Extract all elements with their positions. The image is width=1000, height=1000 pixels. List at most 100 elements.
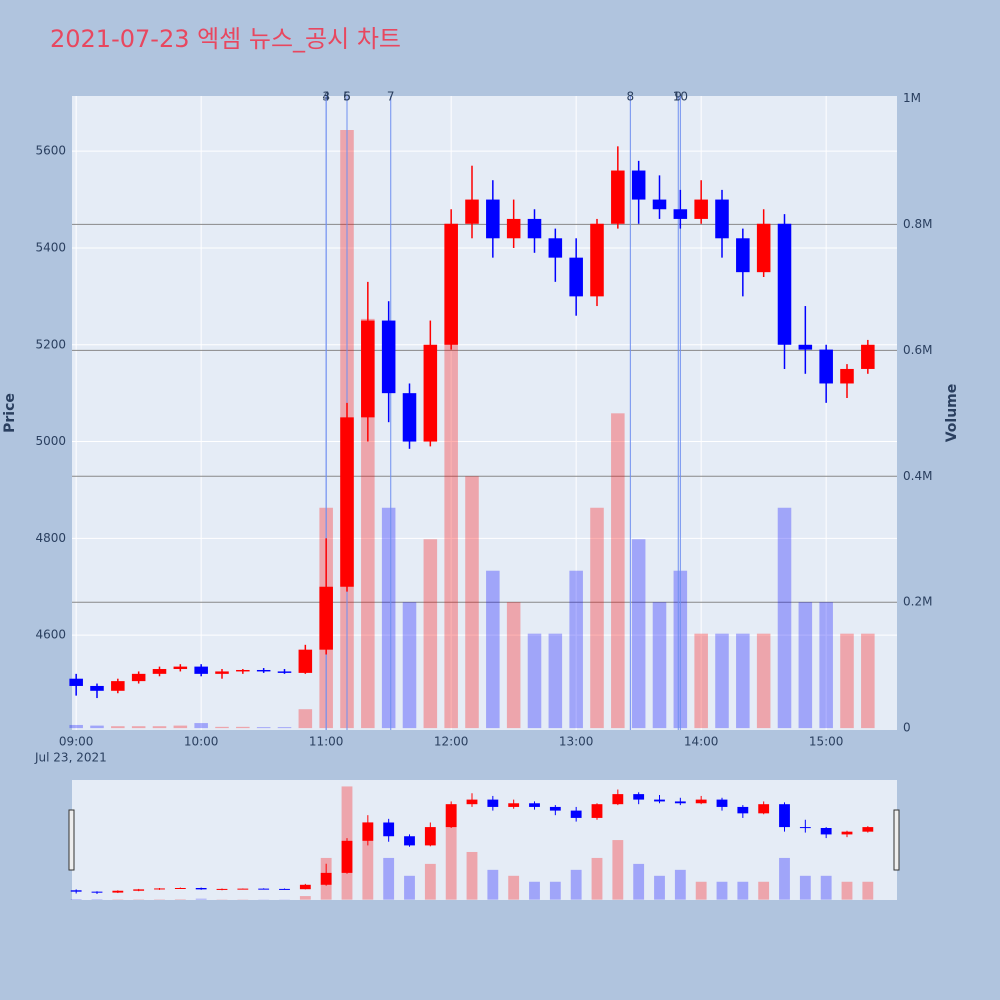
mini-volume-bar	[508, 875, 520, 900]
mini-volume-bar	[70, 899, 82, 900]
mini-body	[320, 872, 332, 885]
mini-volume-bar	[445, 804, 457, 900]
volume-bar	[840, 633, 854, 729]
x-tick-label: 13:00	[559, 735, 594, 749]
candle-body	[236, 669, 250, 672]
mini-volume-bar	[570, 869, 582, 900]
volume-bar	[819, 602, 833, 729]
volume-bar	[548, 633, 563, 729]
mini-body	[716, 799, 728, 807]
mini-body	[570, 810, 582, 818]
mini-volume-bar	[612, 840, 624, 900]
volume-bar	[236, 726, 250, 729]
volume-bar	[736, 633, 750, 729]
candle-body	[319, 586, 333, 650]
candle-body	[194, 666, 208, 674]
mini-body	[154, 888, 165, 890]
event-label: 10	[673, 90, 688, 104]
volume-bar	[423, 539, 438, 729]
y2-tick-label: 0.8M	[903, 217, 932, 231]
volume-bar	[569, 570, 583, 729]
y-tick-label: 5400	[35, 240, 66, 254]
volume-bar	[111, 726, 125, 729]
mini-body	[779, 804, 790, 828]
candle-body	[298, 649, 313, 673]
mini-volume-bar	[841, 881, 853, 900]
mini-volume-bar	[862, 881, 874, 900]
event-label: 9	[674, 90, 682, 104]
candle-body	[652, 199, 667, 210]
mini-volume-bar	[424, 863, 436, 900]
mini-body	[862, 827, 874, 832]
x-tick-label: 14:00	[684, 735, 719, 749]
mini-body	[737, 806, 749, 814]
candle-body	[90, 685, 104, 691]
event-label: 7	[387, 90, 395, 104]
candle-body	[381, 320, 396, 394]
range-handle[interactable]	[68, 809, 75, 871]
plot-area	[72, 96, 897, 730]
event-label: 8	[627, 90, 635, 104]
x-tick-label: 11:00	[309, 735, 344, 749]
chart-title: 2021-07-23 엑셈 뉴스_공시 차트	[50, 25, 401, 53]
volume-bar	[69, 724, 83, 729]
mini-body	[216, 888, 228, 890]
mini-volume-bar	[383, 857, 395, 900]
candle-body	[215, 671, 229, 674]
y-tick-label: 4600	[35, 628, 66, 642]
x-tick-label: 15:00	[809, 735, 844, 749]
volume-bar	[486, 570, 500, 729]
candle-body	[486, 199, 500, 239]
volume-bar	[777, 507, 792, 729]
mini-volume-bar	[737, 881, 749, 900]
volume-bar	[652, 602, 667, 729]
mini-body	[820, 828, 832, 835]
y2-tick-label: 1M	[903, 91, 921, 105]
candle-body	[423, 344, 438, 442]
volume-bar	[131, 726, 146, 729]
candle-body	[819, 349, 833, 384]
candle-body	[715, 199, 729, 239]
mini-body	[112, 890, 124, 893]
candle-body	[548, 238, 563, 258]
volume-bar	[194, 723, 208, 729]
range-slider[interactable]	[72, 780, 897, 900]
candle-body	[173, 666, 188, 670]
mini-volume-bar	[779, 857, 790, 900]
volume-bar	[152, 726, 167, 729]
y2-axis-title: Volume	[944, 384, 960, 443]
y-tick-label: 4800	[35, 531, 66, 545]
candle-body	[798, 344, 813, 350]
y-tick-label: 5000	[35, 434, 66, 448]
mini-body	[133, 889, 145, 891]
y2-tick-label: 0	[903, 721, 911, 735]
volume-bar	[361, 318, 375, 729]
mini-body	[695, 799, 707, 804]
volume-bar	[277, 727, 292, 729]
volume-bar	[756, 633, 771, 729]
range-handle[interactable]	[893, 809, 900, 871]
y-tick-label: 5200	[35, 337, 66, 351]
mini-body	[549, 806, 561, 811]
mini-body	[258, 888, 270, 890]
mini-volume-bar	[758, 881, 770, 900]
y-tick-label: 5600	[35, 144, 66, 158]
x-tick-label: 09:00	[59, 735, 94, 749]
mini-body	[758, 804, 770, 814]
candle-body	[256, 669, 271, 672]
candle-body	[611, 170, 625, 224]
volume-bar	[527, 633, 542, 729]
candle-body	[673, 209, 688, 219]
candle-body	[69, 678, 83, 686]
volume-bar	[506, 602, 521, 729]
mini-body	[633, 794, 645, 800]
volume-bar	[590, 507, 604, 729]
mini-body	[299, 884, 311, 890]
volume-bar	[444, 224, 458, 729]
candle-body	[861, 344, 875, 369]
mini-body	[362, 822, 374, 841]
volume-bar	[631, 539, 646, 729]
mini-volume-bar	[716, 881, 728, 900]
x-tick-label: 10:00	[184, 735, 219, 749]
